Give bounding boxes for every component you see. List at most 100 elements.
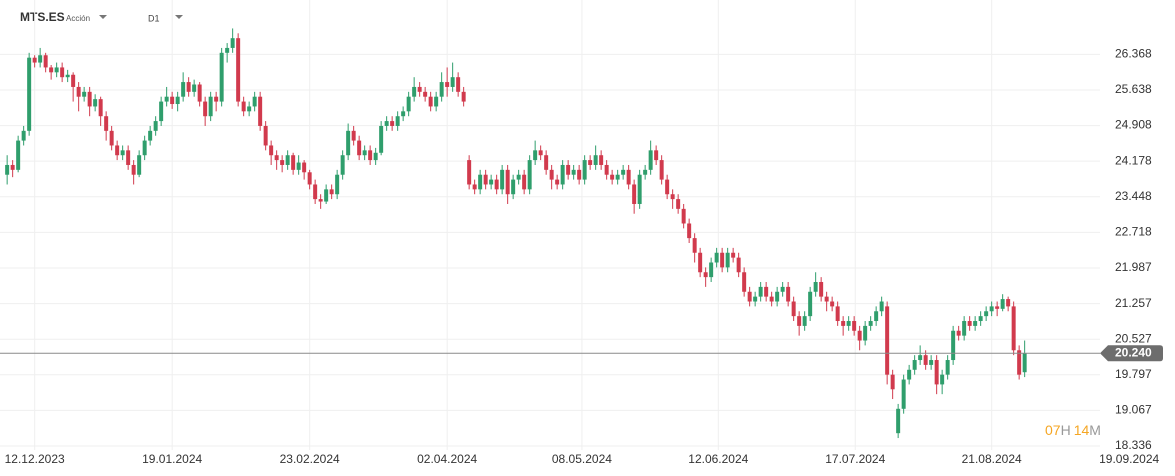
candle-body	[16, 140, 21, 170]
candle-body	[577, 169, 582, 180]
candle-body	[918, 355, 923, 361]
candle-body	[940, 374, 945, 385]
candle-body	[159, 101, 164, 122]
candle-body	[615, 174, 620, 180]
y-tick-label: 19.797	[1115, 367, 1152, 381]
candle-body	[148, 130, 153, 141]
candle-body	[978, 316, 983, 322]
candle-body	[296, 162, 301, 170]
candle-body	[841, 321, 846, 326]
candle-body	[109, 130, 114, 146]
candle-body	[236, 38, 241, 102]
candle-body	[489, 179, 494, 185]
candle-body	[192, 84, 197, 92]
candle-body	[973, 321, 978, 326]
candle-body	[934, 360, 939, 385]
y-tick-label: 19.067	[1115, 403, 1152, 417]
candle-body	[291, 155, 296, 170]
candle-body	[252, 96, 257, 107]
timeframe-dropdown[interactable]	[175, 15, 183, 19]
candle-body	[60, 67, 65, 78]
candle-body	[725, 252, 730, 268]
candle-body	[511, 179, 516, 195]
candle-body	[478, 174, 483, 190]
candle-body	[76, 86, 81, 97]
candle-body	[313, 184, 318, 200]
candle-body	[5, 164, 10, 175]
candle-body	[285, 155, 290, 165]
candle-body	[604, 164, 609, 175]
y-tick-label: 24.908	[1115, 118, 1152, 132]
x-tick-label: 21.08.2024	[962, 452, 1022, 466]
timer-hours: 07	[1045, 422, 1061, 438]
candle-body	[775, 291, 780, 302]
candle-body	[720, 252, 725, 268]
candle-body	[450, 77, 455, 87]
candle-body	[27, 57, 32, 131]
candle-body	[65, 74, 70, 78]
candle-body	[632, 184, 637, 204]
candle-body	[153, 121, 158, 131]
candle-body	[274, 155, 279, 161]
candle-body	[824, 296, 829, 302]
candle-body	[648, 150, 653, 170]
candle-body	[1000, 299, 1005, 309]
candle-body	[214, 96, 219, 102]
candle-body	[549, 169, 554, 180]
timeframe[interactable]: D1	[148, 13, 160, 23]
candle-body	[170, 96, 175, 105]
candle-body	[269, 145, 274, 156]
candle-body	[423, 91, 428, 97]
candle-body	[10, 164, 15, 170]
candle-body	[1011, 306, 1016, 351]
asset-type: Acción	[66, 14, 90, 23]
x-tick-label: 12.06.2024	[688, 452, 748, 466]
candle-body	[390, 121, 395, 126]
candle-body	[181, 82, 186, 97]
candle-body	[901, 379, 906, 409]
timer-minutes: 14	[1074, 422, 1090, 438]
candle-body	[599, 155, 604, 165]
candle-body	[874, 311, 879, 322]
y-tick-label: 24.178	[1115, 153, 1152, 167]
candle-body	[830, 301, 835, 307]
candle-body	[698, 252, 703, 273]
y-tick-label: 21.987	[1115, 260, 1152, 274]
candle-body	[208, 96, 213, 117]
candle-body	[857, 330, 862, 341]
symbol-dropdown[interactable]	[99, 15, 107, 19]
candle-body	[780, 286, 785, 292]
x-tick-label: 19.01.2024	[142, 452, 202, 466]
y-tick-label: 18.336	[1115, 438, 1152, 452]
candle-body	[131, 164, 136, 175]
candle-body	[516, 174, 521, 180]
candle-body	[71, 74, 76, 87]
candle-body	[346, 130, 351, 156]
candle-body	[439, 82, 444, 97]
x-tick-label: 23.02.2024	[280, 452, 340, 466]
candle-body	[621, 169, 626, 175]
candle-body	[335, 174, 340, 195]
candle-body	[890, 374, 895, 390]
candle-body	[186, 82, 191, 92]
candle-body	[98, 99, 103, 117]
candle-body	[714, 252, 719, 263]
candle-body	[835, 306, 840, 322]
candle-body	[175, 96, 180, 105]
candle-body	[494, 179, 499, 190]
candle-body	[197, 84, 202, 102]
candle-body	[379, 125, 384, 153]
candle-body	[401, 111, 406, 117]
y-tick-label: 23.448	[1115, 189, 1152, 203]
x-tick-label: 12.12.2023	[5, 452, 65, 466]
candle-body	[280, 160, 285, 165]
x-tick-label: 19.09.2024	[1099, 452, 1159, 466]
candle-body	[896, 408, 901, 434]
candle-body	[21, 130, 26, 141]
candle-body	[461, 91, 466, 102]
candle-body	[753, 296, 758, 302]
candle-body	[38, 55, 43, 63]
candle-body	[742, 272, 747, 292]
candle-body	[665, 179, 670, 195]
candle-body	[582, 160, 587, 180]
